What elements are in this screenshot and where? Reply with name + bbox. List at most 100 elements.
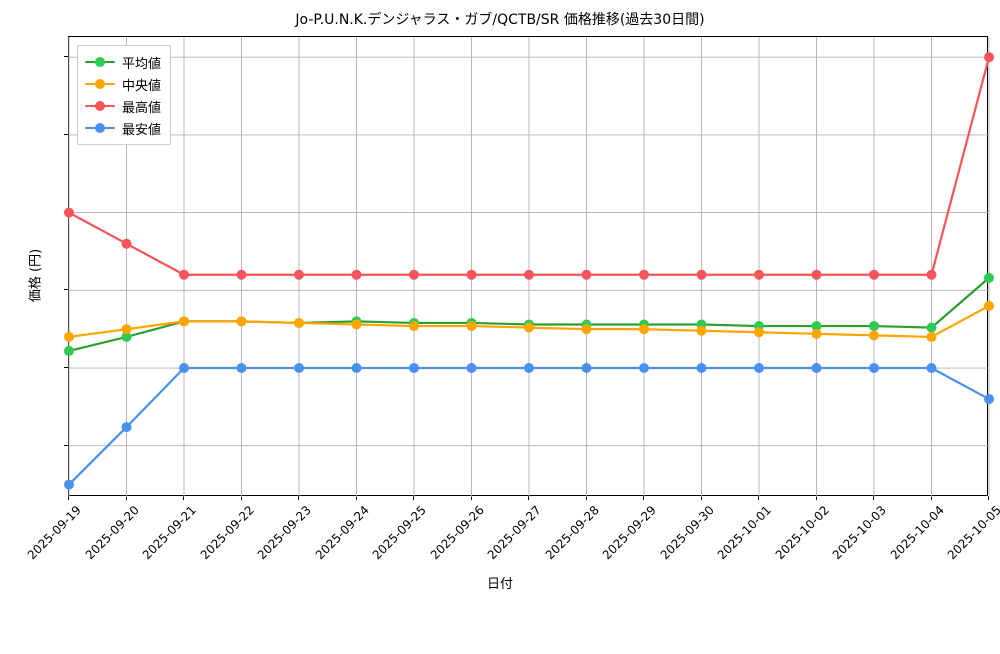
legend-swatch-icon [85,77,115,91]
data-point [581,363,592,374]
data-point [121,238,132,249]
data-point [869,269,879,280]
y-tick-mark [64,133,68,135]
data-point [466,363,477,374]
y-axis-label: 価格 (円) [28,248,44,303]
legend-item-0[interactable]: 平均値 [85,51,161,73]
x-tick-mark [815,496,817,500]
x-axis-label: 日付 [486,577,513,592]
data-point [811,328,822,339]
data-point [121,331,132,342]
data-point [811,269,822,280]
x-tick-mark [68,496,70,500]
legend-item-3[interactable]: 最安値 [85,117,161,139]
data-point [754,363,764,374]
legend-label: 最安値 [122,122,162,138]
chart-title: Jo-P.U.N.K.デンジャラス・ガブ/QCTB/SR 価格推移(過去30日間… [295,12,705,28]
data-point [236,363,247,374]
y-tick-mark [64,56,68,58]
data-point [984,394,994,405]
data-point [984,300,994,311]
data-point [639,363,649,374]
y-tick-mark [64,367,68,369]
data-point [236,269,247,280]
data-point [294,317,304,328]
data-point [294,363,304,374]
legend-swatch-icon [85,55,115,69]
data-point [926,322,937,333]
data-point [466,269,477,280]
data-point [351,269,362,280]
legend-item-2[interactable]: 最高値 [85,95,161,117]
data-point [926,331,937,342]
data-series-layer [64,52,994,490]
data-point [696,269,707,280]
x-tick-mark [930,496,932,500]
data-point [409,363,419,374]
x-tick-mark [585,496,587,500]
x-tick-mark [873,496,875,500]
legend-swatch-icon [85,99,115,113]
data-point [351,319,362,330]
data-point [984,272,994,283]
chart-legend: 平均値中央値最高値最安値 [77,45,172,145]
x-tick-mark [643,496,645,500]
data-point [236,316,247,327]
data-point [466,321,477,332]
x-tick-mark [470,496,472,500]
legend-label: 平均値 [122,56,162,72]
data-point [811,321,822,332]
data-point [639,324,649,335]
grid-lines [68,37,990,497]
data-point [869,330,879,341]
data-point [524,269,534,280]
data-point [64,207,74,218]
data-point [581,324,592,335]
legend-label: 最高値 [122,100,162,116]
data-point [64,331,74,342]
legend-label: 中央値 [122,78,162,94]
data-point [926,269,937,280]
x-tick-mark [240,496,242,500]
data-point [179,363,189,374]
data-point [696,325,707,336]
x-tick-mark [125,496,127,500]
data-point [179,269,189,280]
series-line-2 [67,56,991,276]
data-point [121,324,132,335]
data-point [64,345,74,356]
data-point [754,327,764,338]
legend-swatch-icon [85,121,115,135]
x-tick-mark [758,496,760,500]
data-point [984,52,994,63]
x-tick-mark [988,496,990,500]
x-tick-mark [528,496,530,500]
x-tick-mark [700,496,702,500]
data-point [121,422,132,433]
data-point [696,363,707,374]
data-point [581,269,592,280]
data-point [294,269,304,280]
data-point [524,363,534,374]
x-tick-mark [355,496,357,500]
data-point [64,479,74,490]
legend-item-1[interactable]: 中央値 [85,73,161,95]
data-point [409,269,419,280]
data-point [179,316,189,327]
data-point [869,363,879,374]
x-tick-mark [413,496,415,500]
y-tick-mark [64,289,68,291]
data-point [639,269,649,280]
data-point [926,363,937,374]
data-point [524,322,534,333]
data-point [409,321,419,332]
x-tick-mark [298,496,300,500]
data-point [754,269,764,280]
plot-area [64,36,994,497]
series-line-3 [67,366,991,486]
y-tick-mark [64,444,68,446]
series-line-0 [67,276,991,353]
chart-figure: Jo-P.U.N.K.デンジャラス・ガブ/QCTB/SR 価格推移(過去30日間… [24,12,1000,592]
data-point [869,321,879,332]
x-tick-mark [183,496,185,500]
